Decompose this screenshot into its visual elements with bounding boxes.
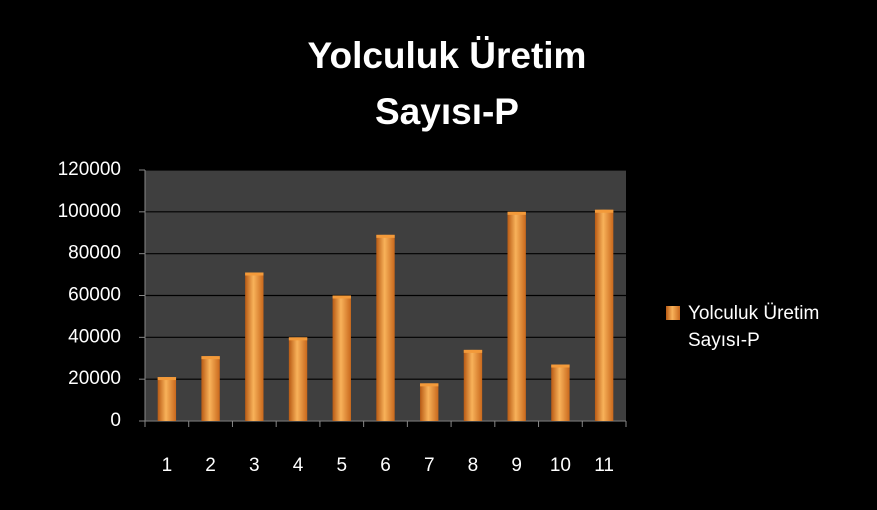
y-tick-label: 40000 (68, 326, 121, 347)
bar (201, 356, 220, 421)
bar (463, 349, 483, 421)
y-tick-label: 60000 (68, 285, 121, 306)
bar-cap (245, 272, 264, 276)
bar-cap (463, 349, 483, 353)
bar (594, 209, 614, 421)
legend-swatch (666, 306, 680, 320)
x-tick-label: 8 (468, 455, 479, 476)
y-tick-label: 20000 (68, 368, 121, 389)
legend-label: Yolculuk Üretim Sayısı-P (688, 303, 820, 351)
bar-cap (157, 377, 177, 381)
bar (332, 295, 351, 421)
y-tick-label: 120000 (58, 159, 121, 180)
bar-cap (507, 211, 526, 215)
bar (157, 377, 177, 421)
y-tick-label: 100000 (58, 201, 121, 222)
bar (376, 234, 395, 421)
x-tick-label: 5 (336, 455, 347, 476)
bar-cap (288, 337, 308, 341)
x-tick-label: 10 (550, 455, 571, 476)
x-tick-label: 4 (293, 455, 304, 476)
bar-cap (420, 383, 439, 387)
chart-title: Yolculuk Üretim Sayısı-P (307, 35, 587, 132)
y-tick-label: 80000 (68, 243, 121, 264)
bar (551, 364, 570, 421)
bar-cap (201, 356, 220, 360)
x-tick-label: 3 (249, 455, 260, 476)
bar (420, 383, 439, 421)
x-tick-label: 1 (162, 455, 173, 476)
bar (507, 211, 526, 421)
x-tick-label: 2 (205, 455, 216, 476)
x-tick-label: 7 (424, 455, 435, 476)
bar-cap (332, 295, 351, 299)
x-tick-label: 11 (594, 455, 614, 476)
y-tick-label: 0 (110, 410, 121, 431)
x-tick-label: 9 (511, 455, 522, 476)
bar-cap (376, 234, 395, 238)
bar-cap (594, 209, 614, 213)
bar-cap (551, 364, 570, 368)
bar (245, 272, 264, 421)
x-tick-label: 6 (380, 455, 391, 476)
bar (288, 337, 308, 421)
